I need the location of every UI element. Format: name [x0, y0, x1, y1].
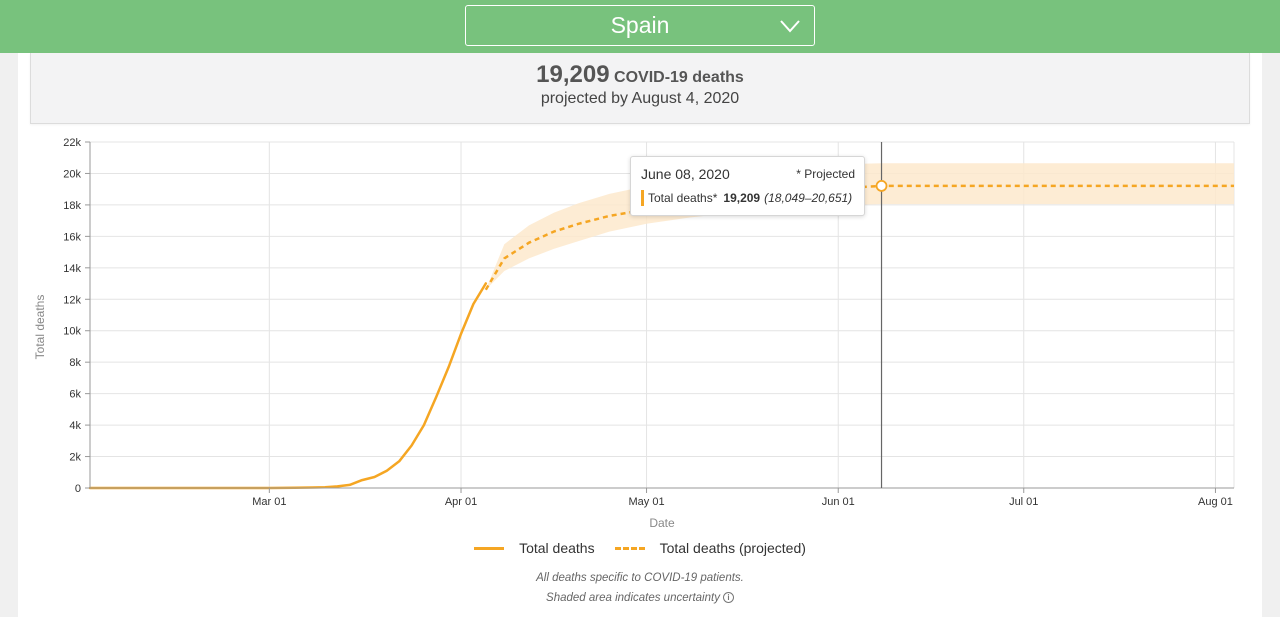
footnote-1: All deaths specific to COVID-19 patients…	[536, 572, 744, 584]
tooltip-row: Total deaths* 19,209 (18,049–20,651)	[641, 190, 852, 206]
country-select-label: Spain	[610, 12, 670, 38]
hover-tooltip: June 08, 2020 * Projected Total deaths* …	[630, 156, 865, 216]
chart-axes: 0 2k 4k 6k 8k 10k 12k 14k 16k 18k 20k 22k Mar 01 Apr …	[33, 137, 1234, 530]
y-tick-label: 14k	[63, 263, 81, 275]
y-tick-label: 2k	[69, 452, 81, 464]
tooltip-projected-note: * Projected	[796, 167, 855, 181]
legend-label-projected: Total deaths (projected)	[659, 540, 806, 556]
legend-item-actual[interactable]: Total deaths	[474, 540, 595, 556]
x-tick-label: May 01	[629, 496, 665, 508]
y-tick-label: 10k	[63, 326, 81, 338]
tooltip-value: 19,209	[723, 191, 761, 205]
death-count: 19,209	[536, 61, 610, 88]
y-tick-label: 12k	[63, 294, 81, 306]
legend-swatch-solid	[474, 546, 505, 550]
info-icon[interactable]: i	[722, 592, 734, 604]
x-tick-label: Aug 01	[1198, 496, 1233, 508]
hover-point	[875, 179, 888, 192]
chart-legend: Total deaths Total deaths (projected)	[0, 540, 1280, 556]
hover-layer	[875, 142, 888, 488]
tooltip-range: (18,049–20,651)	[764, 191, 853, 205]
tooltip-series-swatch	[641, 190, 644, 206]
x-tick-label: Jul 01	[1009, 496, 1038, 508]
y-tick-label: 4k	[69, 420, 81, 432]
y-tick-label: 20k	[63, 168, 81, 180]
legend-label-actual: Total deaths	[519, 540, 595, 556]
tooltip-series-label: Total deaths*	[648, 191, 718, 205]
y-tick-label: 0	[75, 483, 81, 495]
legend-swatch-dashed	[614, 546, 645, 550]
x-tick-label: Jun 01	[822, 496, 855, 508]
tooltip-date: June 08, 2020	[641, 166, 730, 182]
x-tick-label: Apr 01	[445, 496, 477, 508]
x-tick-label: Mar 01	[252, 496, 286, 508]
footnote-2: Shaded area indicates uncertainty i	[0, 592, 1280, 604]
y-axis-title: Total deaths	[33, 295, 47, 360]
y-tick-label: 18k	[63, 200, 81, 212]
y-tick-label: 16k	[63, 231, 81, 243]
series-line-projected	[484, 184, 1234, 291]
header-bar: Spain	[0, 0, 1280, 53]
chevron-down-icon	[780, 20, 800, 33]
projection-summary: 19,209 COVID-19 deaths projected by Augu…	[30, 53, 1250, 124]
country-select[interactable]: Spain	[465, 5, 815, 46]
footnote-2-text: Shaded area indicates uncertainty	[546, 592, 720, 604]
x-axis-title: Date	[649, 516, 675, 530]
projected-date-text: projected by August 4, 2020	[540, 90, 740, 107]
summary-headline: 19,209 COVID-19 deaths	[31, 61, 1249, 89]
death-label: COVID-19 deaths	[614, 69, 744, 86]
y-tick-label: 8k	[69, 357, 81, 369]
y-tick-label: 22k	[63, 137, 81, 149]
y-tick-label: 6k	[69, 389, 81, 401]
legend-item-projected[interactable]: Total deaths (projected)	[614, 540, 806, 556]
